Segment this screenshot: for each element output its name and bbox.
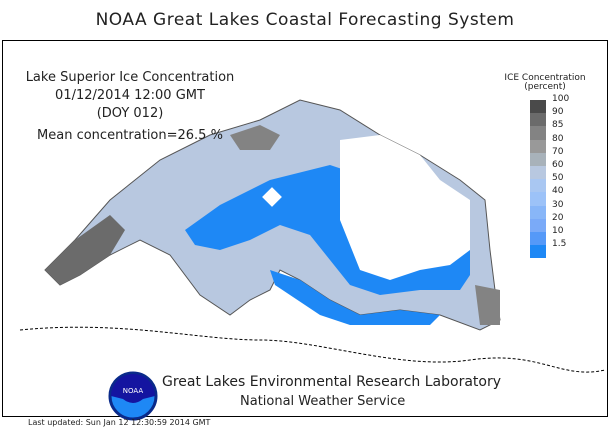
legend-swatch (530, 245, 546, 259)
ice-blue-south (270, 270, 440, 325)
ice-grey-north (230, 125, 280, 150)
legend-label: 40 (552, 186, 564, 197)
legend-label: 20 (552, 212, 564, 223)
legend-swatch (530, 100, 546, 114)
legend-label: 70 (552, 146, 564, 157)
legend-swatch (530, 232, 546, 246)
glerl-label: Great Lakes Environmental Research Labor… (162, 374, 502, 390)
map-date: 01/12/2014 12:00 GMT (55, 88, 205, 103)
legend-swatch (530, 166, 546, 180)
map-doy: (DOY 012) (96, 106, 164, 121)
page-title: NOAA Great Lakes Coastal Forecasting Sys… (95, 10, 515, 30)
legend-swatch (530, 126, 546, 140)
svg-text:NOAA: NOAA (123, 387, 144, 395)
legend-swatch (530, 113, 546, 127)
legend-title-text: ICE Concentration (504, 73, 586, 83)
legend-swatch (530, 179, 546, 193)
legend-label: 50 (552, 173, 564, 184)
legend-label: 90 (552, 107, 564, 118)
lake-superior-map (19, 99, 606, 373)
legend-units: (percent) (524, 82, 566, 92)
legend-label: 85 (552, 120, 564, 131)
legend-label: 100 (552, 94, 570, 104)
legend-label: 10 (552, 226, 564, 236)
legend-swatch (530, 218, 546, 232)
legend-label: 80 (552, 133, 564, 144)
map-title: Lake Superior Ice Concentration (25, 70, 235, 85)
legend-label: 1.5 (552, 239, 567, 250)
legend-label: 60 (552, 160, 564, 170)
nws-label: National Weather Service (240, 394, 406, 409)
legend-swatch (530, 139, 546, 153)
mean-concentration: Mean concentration=26.5 % (37, 128, 223, 143)
ice-grey-east (475, 285, 500, 325)
legend-swatch (530, 205, 546, 219)
open-water (340, 135, 470, 280)
last-updated: Last updated: Sun Jan 12 12:30:59 2014 G… (28, 418, 211, 427)
legend-title: ICE Concentration (percent) (485, 74, 605, 92)
shoreline-dashed (19, 326, 606, 373)
legend-label: 30 (552, 199, 564, 210)
noaa-logo: NOAA (108, 371, 158, 421)
legend-swatch (530, 152, 546, 166)
open-water-patch (262, 187, 282, 207)
ice-grey-west (45, 215, 125, 285)
map-frame (2, 40, 608, 417)
legend-swatch (530, 192, 546, 206)
